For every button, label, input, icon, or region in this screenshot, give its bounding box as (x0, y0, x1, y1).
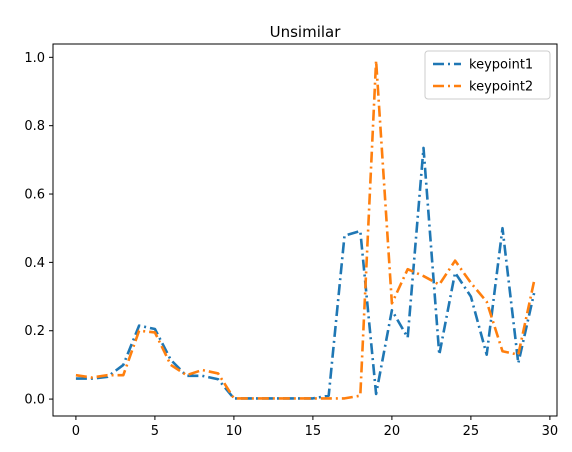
legend: keypoint1 keypoint2 (424, 50, 551, 100)
x-tick-label: 5 (151, 424, 159, 439)
x-tick-label: 30 (542, 424, 559, 439)
x-tick-label: 10 (226, 424, 243, 439)
series-line-keypoint2 (75, 59, 536, 400)
y-tick-label: 0.2 (24, 324, 45, 339)
y-axis: 0.0 0.2 0.4 0.6 0.8 1.0 (24, 51, 53, 408)
x-tick-label: 20 (384, 424, 401, 439)
x-tick-label: 15 (305, 424, 322, 439)
axes-frame (52, 43, 558, 417)
legend-label-keypoint1: keypoint1 (469, 58, 533, 73)
chart-title: Unsimilar (270, 23, 342, 41)
legend-label-keypoint2: keypoint2 (469, 80, 533, 95)
y-tick-label: 0.8 (24, 119, 45, 134)
x-tick-label: 0 (72, 424, 80, 439)
y-tick-label: 1.0 (24, 51, 45, 66)
series-layer (75, 59, 536, 400)
y-tick-label: 0.4 (24, 256, 45, 271)
y-tick-label: 0.0 (24, 393, 45, 408)
y-tick-label: 0.6 (24, 188, 45, 203)
x-tick-label: 25 (463, 424, 480, 439)
plot-area: 0 5 10 15 20 25 30 0.0 0.2 0.4 0.6 0.8 1.0 (24, 43, 558, 439)
x-axis: 0 5 10 15 20 25 30 (72, 416, 558, 439)
